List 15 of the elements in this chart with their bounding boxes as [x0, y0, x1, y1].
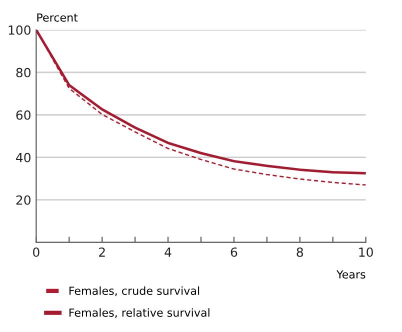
- x-tick-label: 2: [99, 247, 105, 257]
- x-tick-label: 4: [164, 248, 172, 257]
- y-tick-label: 20: [16, 195, 30, 205]
- y-axis-title: Percent: [37, 13, 78, 22]
- y-tick-label: 80: [16, 68, 30, 78]
- legend-label: Females, crude survival: [69, 286, 200, 296]
- y-tick-label: 60: [16, 110, 30, 120]
- legend-label: Females, relative survival: [69, 308, 210, 318]
- x-tick-label: 10: [359, 247, 373, 257]
- x-axis-title: Years: [336, 270, 366, 279]
- x-tick-label: 8: [296, 247, 304, 257]
- x-tick-label: 0: [33, 247, 40, 257]
- y-tick-label: 100: [8, 25, 30, 35]
- y-tick-label: 40: [16, 152, 30, 162]
- x-tick-label: 6: [230, 247, 238, 257]
